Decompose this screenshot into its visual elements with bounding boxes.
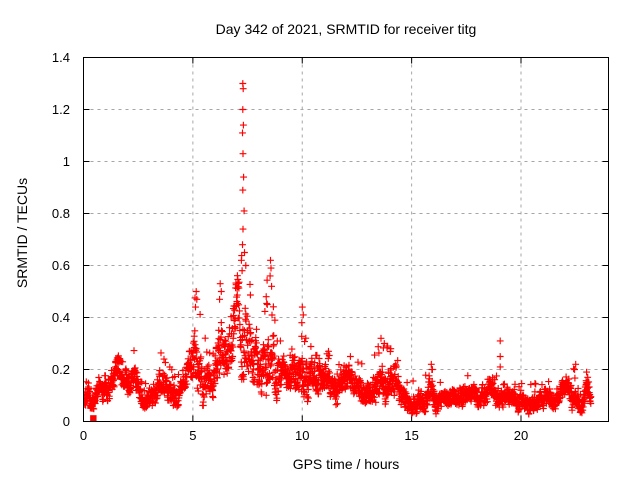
x-tick-label-0: 0 (79, 428, 88, 443)
y-tick-label-0.4: 0.4 (51, 310, 70, 325)
scatter-points (83, 80, 595, 418)
y-tick-label-0.2: 0.2 (51, 362, 70, 377)
gridlines (83, 57, 609, 422)
square-marker-point (90, 415, 97, 422)
y-tick-label-1: 1 (62, 154, 70, 169)
y-tick-label-1.4: 1.4 (51, 50, 70, 65)
x-axis-label: GPS time / hours (292, 456, 400, 472)
x-tick-label-20: 20 (513, 428, 529, 443)
y-tick-label-0.6: 0.6 (51, 258, 70, 273)
y-tick-label-1.2: 1.2 (51, 102, 70, 117)
x-tick-label-15: 15 (404, 428, 419, 443)
x-tick-label-10: 10 (295, 428, 310, 443)
plot-border (83, 57, 609, 422)
y-tick-label-0.8: 0.8 (51, 206, 70, 221)
x-tick-label-5: 5 (189, 428, 197, 443)
y-tick-label-0: 0 (62, 414, 70, 429)
chart-title: Day 342 of 2021, SRMTID for receiver tit… (215, 21, 477, 37)
